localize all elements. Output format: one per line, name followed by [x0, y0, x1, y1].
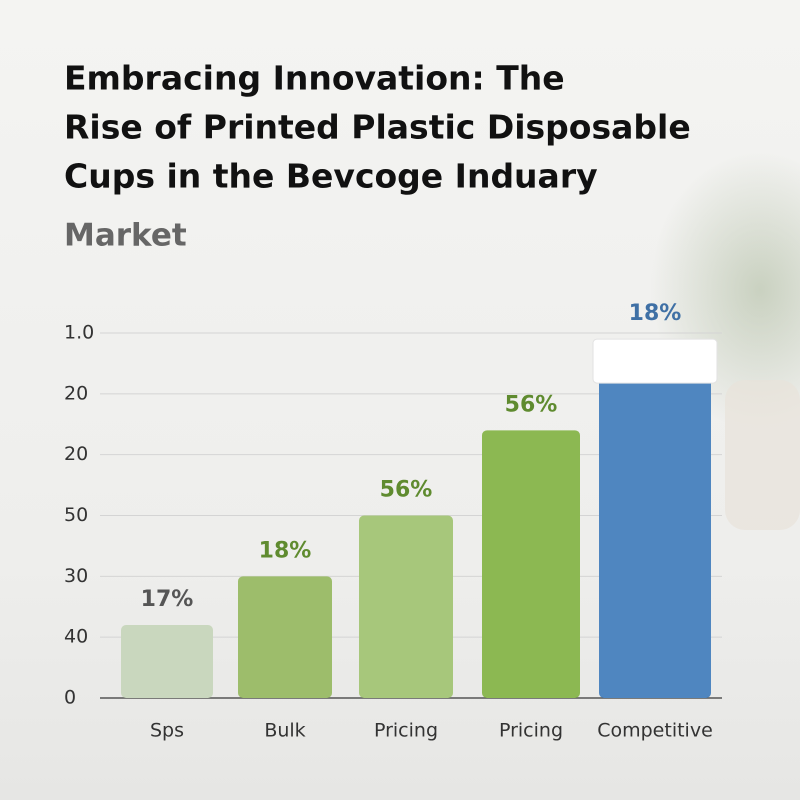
- x-tick-label: Competitive: [597, 720, 713, 742]
- bar: [482, 430, 580, 698]
- y-tick-label: 50: [64, 504, 88, 526]
- data-label: 18%: [629, 301, 682, 326]
- y-tick-label: 20: [64, 382, 88, 404]
- chart-title: Rise of Printed Plastic Disposable: [64, 108, 691, 147]
- bar: [359, 515, 453, 698]
- chart-title: Embracing Innovation: The: [64, 59, 565, 98]
- y-tick-label: 0: [64, 687, 76, 709]
- y-tick-label: 20: [64, 443, 88, 465]
- subtitle: Market: [64, 218, 187, 254]
- bar: [238, 576, 332, 698]
- x-tick-label: Pricing: [374, 720, 438, 742]
- bar-cap: [592, 338, 718, 384]
- data-label: 56%: [380, 478, 433, 503]
- y-tick-label: 40: [64, 626, 88, 648]
- pot-blur: [725, 380, 800, 530]
- x-tick-label: Pricing: [499, 720, 563, 742]
- x-tick-label: Sps: [150, 720, 184, 742]
- x-tick-label: Bulk: [264, 720, 305, 742]
- data-label: 18%: [259, 538, 312, 563]
- data-label: 56%: [505, 392, 558, 417]
- chart-title: Cups in the Bevcoge Induary: [64, 157, 598, 196]
- data-label: 17%: [141, 587, 194, 612]
- y-tick-label: 1.0: [64, 322, 94, 344]
- y-tick-label: 30: [64, 565, 88, 587]
- bar: [121, 625, 213, 698]
- bar: [599, 339, 711, 698]
